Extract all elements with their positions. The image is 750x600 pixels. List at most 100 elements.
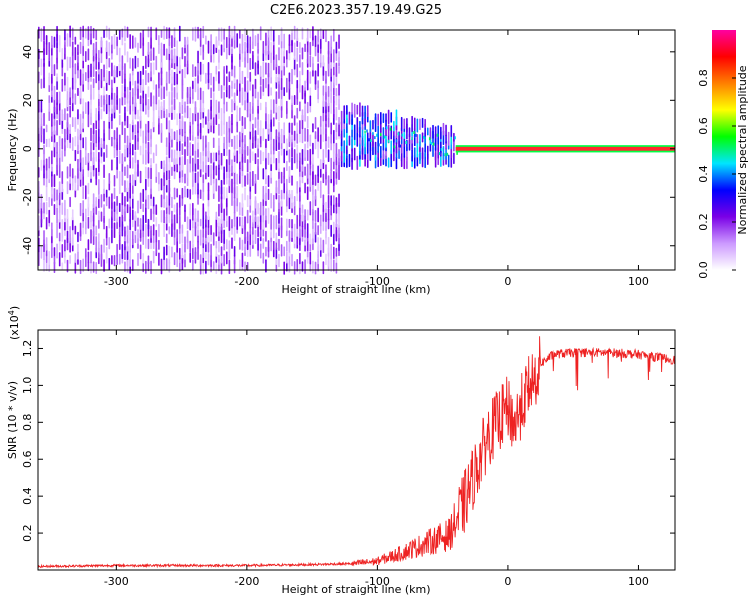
heatmap-frame (37, 29, 676, 271)
heatmap-cell (178, 25, 181, 42)
heatmap-cell (333, 203, 335, 214)
heatmap-cell (77, 167, 79, 179)
heatmap-cell (165, 109, 168, 118)
heatmap-cell (147, 41, 150, 55)
heatmap-cell (223, 166, 225, 180)
heatmap-cell (103, 94, 105, 106)
heatmap-cell (181, 156, 184, 171)
heatmap-cell (100, 194, 103, 208)
heatmap-cell (192, 218, 194, 229)
heatmap-cell (215, 165, 218, 176)
heatmap-cell (262, 252, 265, 264)
heatmap-cell (335, 106, 338, 121)
heatmap-cell (168, 27, 171, 39)
heatmap-cell (152, 224, 155, 236)
heatmap-cell (178, 56, 181, 72)
heatmap-cell (225, 65, 228, 74)
heatmap-cell (71, 27, 74, 41)
heatmap-cell (233, 224, 236, 238)
heatmap-cell (338, 34, 340, 49)
heatmap-cell (45, 262, 48, 272)
heatmap-cell (87, 26, 90, 41)
heatmap-cell (309, 71, 312, 84)
heatmap-cell (176, 54, 178, 67)
heatmap-cell (150, 157, 152, 169)
heatmap-cell (145, 206, 147, 224)
heatmap-cell (220, 261, 223, 275)
heatmap-cell (239, 202, 241, 216)
heatmap-cell (236, 79, 239, 91)
heatmap-cell (124, 261, 126, 272)
heatmap-cell (246, 195, 249, 208)
heatmap-cell (194, 182, 197, 195)
heatmap-cell (306, 149, 309, 162)
heatmap-cell (399, 144, 402, 148)
heatmap-cell (184, 209, 186, 223)
heatmap-cell (192, 123, 194, 136)
heatmap-cell (333, 232, 335, 246)
heatmap-cell (205, 224, 207, 239)
heatmap-cell (378, 143, 380, 147)
heatmap-cell (390, 140, 393, 155)
heatmap-cell (90, 116, 92, 125)
heatmap-cell (275, 54, 278, 68)
heatmap-cell (171, 138, 173, 148)
heatmap-cell (152, 80, 155, 90)
heatmap-cell (215, 211, 218, 220)
heatmap-cell (306, 69, 309, 84)
heatmap-cell (98, 128, 100, 143)
heatmap-cell (178, 231, 181, 245)
heatmap-cell (454, 136, 456, 140)
heatmap-cell (252, 50, 254, 62)
heatmap-cell (291, 218, 293, 229)
heatmap-cell (173, 252, 176, 266)
heatmap-cell (163, 160, 165, 173)
heatmap-cell (325, 253, 327, 266)
heatmap-cell (319, 224, 322, 234)
heatmap-cell (447, 154, 450, 168)
heatmap-cell (241, 87, 244, 98)
heatmap-cell (152, 47, 155, 61)
heatmap-cell (314, 44, 317, 57)
heatmap-cell (283, 87, 286, 97)
heatmap-cell (280, 171, 283, 184)
heatmap-cell (51, 150, 53, 165)
heatmap-cell (152, 250, 155, 264)
heatmap-cell (71, 137, 74, 151)
heatmap-cell (286, 58, 288, 68)
heatmap-cell (173, 149, 176, 165)
heatmap-cell (220, 152, 223, 166)
heatmap-cell (366, 129, 368, 133)
heatmap-cell (111, 159, 113, 171)
heatmap-cell (92, 193, 95, 208)
heatmap-cell (351, 102, 353, 115)
x-tick-label: -200 (234, 275, 259, 288)
heatmap-cell (69, 233, 71, 244)
heatmap-cell (194, 26, 197, 42)
heatmap-cell (197, 240, 199, 249)
heatmap-cell (147, 238, 150, 250)
heatmap-cell (87, 113, 90, 128)
heatmap-cell (111, 79, 113, 93)
heatmap-cell (286, 178, 288, 192)
heatmap-cell (312, 219, 314, 230)
y-tick-label: 0.2 (21, 524, 34, 542)
heatmap-cell (126, 135, 129, 148)
heatmap-cell (265, 230, 267, 242)
heatmap-cell (304, 209, 306, 221)
heatmap-cell (228, 240, 231, 251)
heatmap-cell (108, 257, 111, 271)
heatmap-cell (304, 182, 306, 194)
heatmap-cell (150, 36, 152, 49)
heatmap-cell (304, 166, 306, 176)
heatmap-cell (105, 40, 108, 53)
heatmap-cell (314, 35, 317, 47)
heatmap-cell (333, 170, 335, 186)
heatmap-cell (186, 136, 189, 148)
heatmap-cell (48, 196, 51, 208)
heatmap-cell (278, 105, 280, 122)
heatmap-cell (453, 152, 455, 164)
heatmap-cell (267, 83, 270, 97)
heatmap-cell (267, 188, 270, 201)
heatmap-cell (306, 163, 309, 179)
